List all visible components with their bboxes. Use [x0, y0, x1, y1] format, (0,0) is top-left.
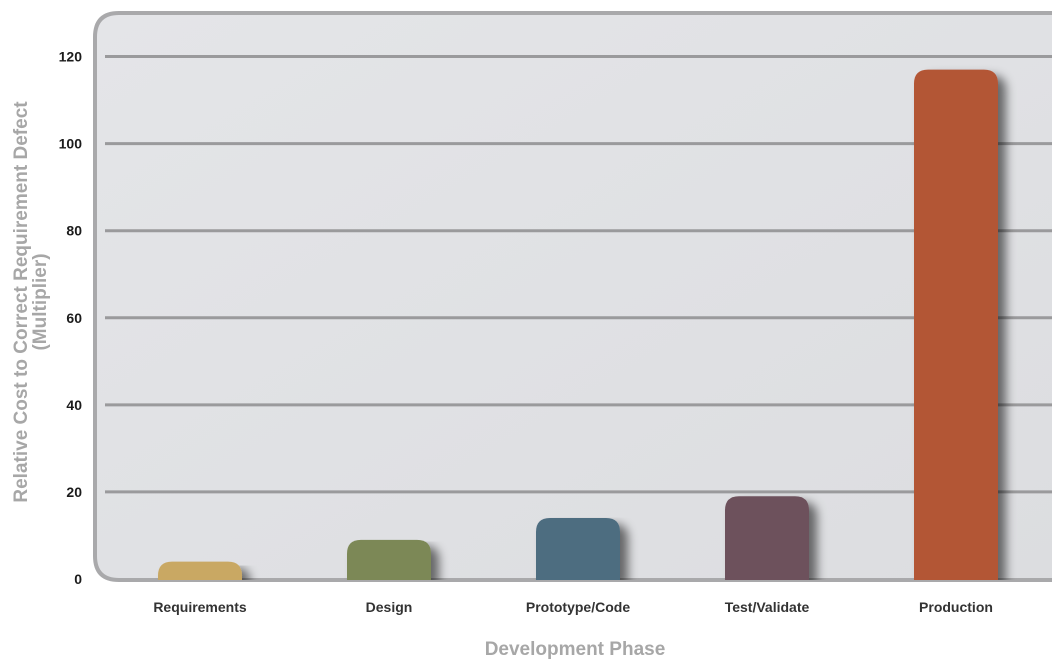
bar-test-validate	[725, 496, 809, 580]
bar-design	[347, 539, 431, 580]
x-tick-label-design: Design	[366, 599, 413, 615]
x-tick-label-test-validate: Test/Validate	[725, 599, 810, 615]
y-tick-label-40: 40	[66, 397, 82, 413]
y-tick-label-0: 0	[74, 571, 82, 587]
bar-prototype-code	[536, 518, 620, 580]
y-tick-label-100: 100	[59, 136, 83, 152]
bar-requirements	[158, 561, 242, 580]
x-axis-title: Development Phase	[485, 639, 666, 660]
y-axis-title-line-2: (Multiplier)	[30, 253, 51, 350]
bar-production	[914, 69, 998, 580]
y-tick-label-120: 120	[59, 49, 83, 65]
x-tick-labels: Requirements Design Prototype/Code Test/Val…	[153, 599, 993, 615]
y-tick-label-80: 80	[66, 223, 82, 239]
y-tick-labels: 0 20 40 60 80 100 120	[59, 49, 83, 587]
x-tick-label-production: Production	[919, 599, 993, 615]
plot-frame	[93, 11, 1052, 582]
bars	[158, 69, 998, 580]
y-tick-label-20: 20	[66, 484, 82, 500]
x-tick-label-requirements: Requirements	[153, 599, 247, 615]
x-tick-label-prototype-code: Prototype/Code	[526, 599, 630, 615]
y-tick-label-60: 60	[66, 310, 82, 326]
y-axis-title-line-1: Relative Cost to Correct Requirement Def…	[11, 101, 32, 503]
gridlines	[105, 55, 1052, 494]
